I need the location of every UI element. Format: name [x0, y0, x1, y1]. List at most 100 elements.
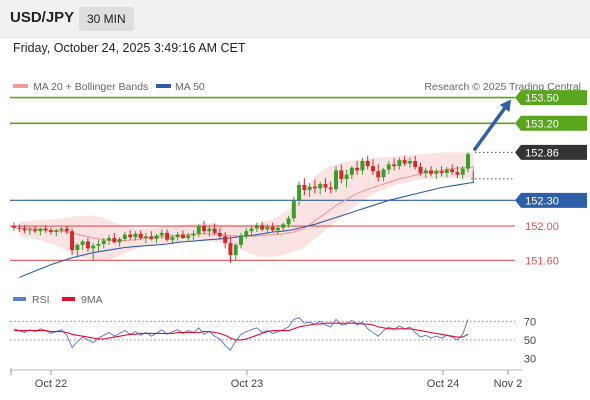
candle: [149, 231, 154, 241]
candle-body: [59, 228, 64, 231]
ma50-legend-label: MA 50: [175, 81, 205, 93]
candle: [460, 166, 465, 179]
candle: [365, 155, 370, 170]
candle: [429, 166, 434, 177]
candle-body: [370, 166, 375, 172]
candle: [392, 158, 397, 171]
candle: [17, 224, 22, 233]
candle: [64, 226, 69, 234]
level-153-20-label: 153.20: [525, 118, 559, 130]
candle-body: [143, 236, 148, 239]
candle-body: [275, 227, 280, 231]
candle-body: [217, 232, 222, 237]
candle: [165, 229, 170, 242]
candle-body: [339, 170, 344, 179]
level-152-86-label: 152.86: [525, 147, 559, 159]
bollinger-band: [19, 152, 474, 261]
candle-body: [455, 172, 460, 175]
candlesticks: [12, 152, 470, 263]
candle-body: [96, 244, 101, 246]
candle-body: [381, 169, 386, 178]
timeframe-button[interactable]: 30 MIN: [79, 7, 134, 31]
candle: [122, 232, 127, 242]
candle: [455, 166, 460, 179]
candle: [254, 222, 259, 233]
candle-body: [12, 226, 16, 228]
candle-body: [159, 232, 164, 236]
rsi-lines: [13, 317, 469, 351]
candle-body: [466, 154, 470, 169]
ma50-legend-swatch: [156, 84, 171, 88]
candle-body: [302, 184, 307, 191]
candle: [85, 238, 90, 252]
candle-body: [191, 233, 196, 236]
candle: [323, 178, 328, 192]
candle: [402, 155, 407, 167]
rsi-legend-swatch: [13, 297, 26, 301]
datetime-label: Friday, October 24, 2025 3:49:16 AM CET: [13, 41, 246, 55]
candle-body: [344, 174, 349, 179]
candle-body: [439, 171, 444, 173]
candle: [75, 243, 80, 258]
candle: [370, 159, 375, 175]
candle: [191, 230, 196, 240]
candle-body: [407, 160, 412, 164]
candle: [360, 157, 365, 175]
candle: [249, 226, 254, 236]
candle-body: [360, 160, 365, 171]
candle-body: [434, 171, 439, 174]
candle-body: [349, 167, 354, 175]
candle: [212, 223, 217, 235]
candle-body: [196, 226, 201, 234]
forecast-arrow-head: [499, 99, 511, 112]
candle: [281, 222, 286, 232]
level-152-30-tag: [515, 192, 587, 208]
rsi-ma-legend-label: 9MA: [81, 294, 103, 306]
candle: [381, 167, 386, 182]
candle: [228, 236, 233, 263]
candle: [91, 243, 96, 261]
candle: [423, 167, 428, 179]
candle: [444, 166, 449, 178]
candle: [386, 160, 391, 174]
rsi-line: [13, 317, 469, 351]
level-lines: [10, 96, 515, 261]
candle: [275, 225, 280, 235]
candle: [307, 183, 312, 197]
candle-body: [376, 171, 381, 178]
candle: [196, 224, 201, 238]
candle-body: [244, 231, 249, 236]
candle: [112, 232, 117, 244]
candle: [466, 152, 470, 173]
candle: [180, 230, 185, 239]
candle-body: [312, 186, 317, 189]
level-153-50-tag: [515, 90, 587, 106]
x-tick-label: Oct 23: [231, 378, 263, 390]
candle: [355, 160, 360, 175]
candle: [260, 221, 265, 232]
candle-body: [180, 234, 185, 239]
candle: [38, 227, 43, 236]
candle: [376, 164, 381, 182]
candle-body: [233, 244, 238, 256]
rsi-level-50-label: 50: [524, 335, 536, 347]
candle: [344, 169, 349, 188]
candle-body: [265, 226, 270, 230]
candle-body: [260, 225, 265, 230]
candle: [297, 181, 302, 206]
candle: [302, 178, 307, 196]
x-tick-label: Oct 22: [35, 378, 67, 390]
candle-body: [33, 229, 38, 232]
candle-body: [17, 227, 22, 229]
rsi-ma-line: [14, 322, 469, 341]
ma20-legend-swatch: [13, 84, 28, 88]
candle-body: [70, 231, 75, 251]
candle-body: [85, 241, 90, 249]
candle-body: [101, 240, 106, 245]
candle-body: [133, 233, 138, 238]
candle-body: [249, 228, 254, 232]
candle-body: [186, 235, 191, 239]
candle: [70, 228, 75, 256]
rsi-level-30-label: 30: [524, 354, 536, 366]
candle-body: [281, 224, 286, 228]
